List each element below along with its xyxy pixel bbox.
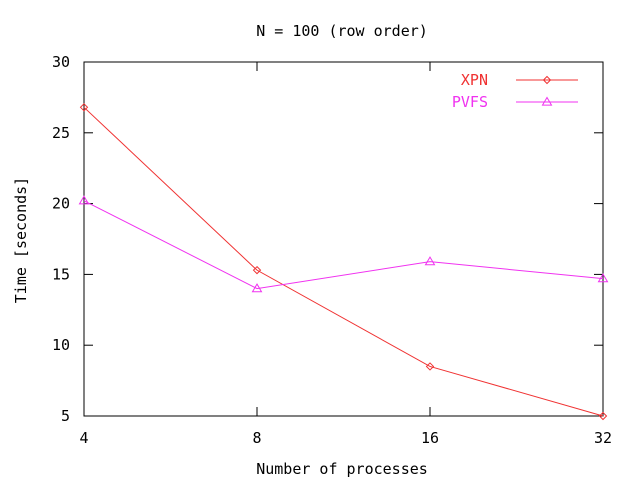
y-tick-label: 5: [61, 407, 70, 425]
x-tick-label: 8: [252, 429, 261, 447]
x-tick-label: 32: [594, 429, 612, 447]
series-pvfs: [78, 195, 609, 293]
legend-label: XPN: [461, 71, 488, 89]
y-axis-label: Time [seconds]: [12, 177, 30, 303]
series-layer: [78, 103, 609, 421]
data-point: [598, 411, 608, 421]
data-point: [425, 362, 435, 371]
x-axis-label: Number of processes: [256, 460, 428, 478]
data-point: [424, 256, 436, 266]
y-tick-label: 30: [52, 53, 70, 71]
data-point: [79, 103, 89, 112]
series-xpn: [79, 103, 608, 421]
series-line: [83, 106, 604, 417]
y-tick-label: 10: [52, 336, 70, 354]
data-point: [597, 273, 609, 283]
y-tick-label: 25: [52, 124, 70, 142]
legend-marker: [541, 96, 553, 106]
chart-title: N = 100 (row order): [256, 22, 428, 40]
x-tick-label: 16: [421, 429, 439, 447]
data-point: [78, 195, 90, 205]
data-point: [252, 265, 262, 275]
x-tick-label: 4: [79, 429, 88, 447]
y-axis-ticks: 5 10 15 20 25 30: [52, 53, 603, 425]
y-tick-label: 15: [52, 265, 70, 283]
x-axis-ticks: 4 8 16 32: [79, 62, 612, 447]
series-line: [83, 200, 604, 290]
legend-label: PVFS: [452, 93, 488, 111]
plot-frame: [83, 61, 604, 417]
y-tick-label: 20: [52, 195, 70, 213]
data-point: [251, 283, 263, 293]
legend-marker: [542, 75, 552, 85]
legend: XPN PVFS: [452, 71, 578, 111]
